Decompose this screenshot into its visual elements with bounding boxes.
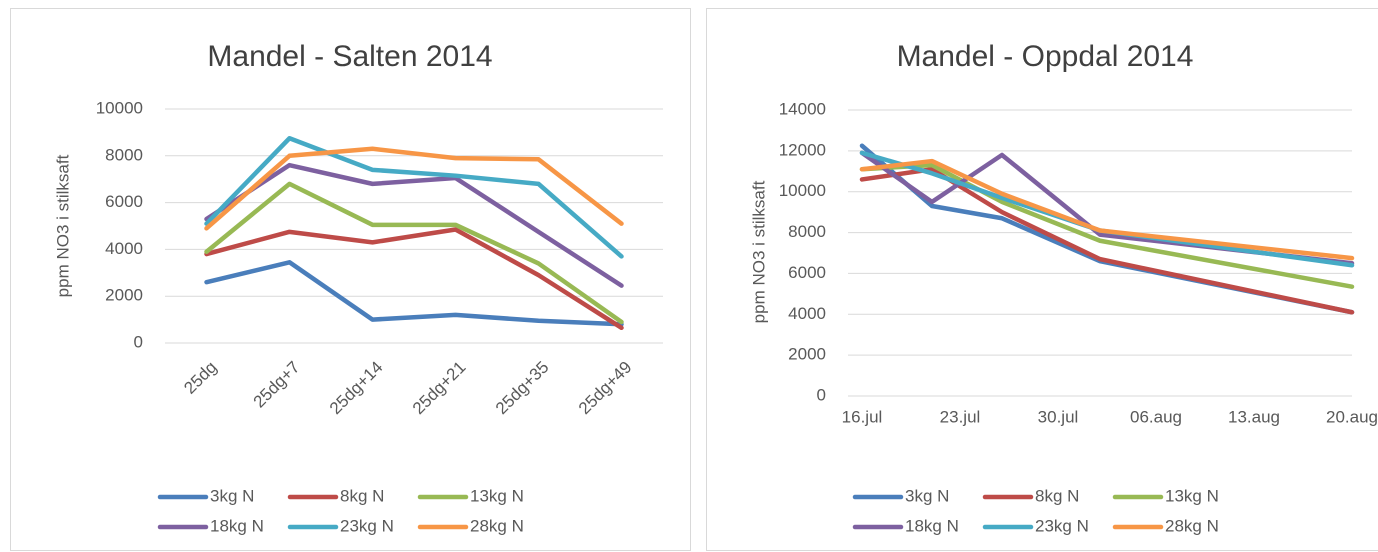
series-line [204,227,624,331]
x-tick-label: 30.jul [1038,407,1079,426]
legend-label: 3kg N [905,486,949,505]
y-tick-label: 4000 [788,304,826,323]
x-tick-label: 23.jul [940,407,981,426]
series-line [859,158,1355,261]
series-line [204,260,624,327]
y-tick-label: 4000 [105,239,143,258]
legend-label: 18kg N [905,516,959,535]
chart-frame [706,8,1378,551]
y-tick-label: 8000 [105,145,143,164]
y-axis-label: ppm NO3 i stilksaft [749,180,768,323]
legend-label: 8kg N [1035,486,1079,505]
legend-label: 13kg N [470,486,524,505]
series-line [204,162,624,288]
y-tick-label: 6000 [788,263,826,282]
x-tick-label: 13.aug [1228,407,1280,426]
legend-label: 28kg N [470,516,524,535]
y-tick-label: 8000 [788,222,826,241]
chart-title: Mandel - Oppdal 2014 [897,40,1194,73]
series-line [204,136,624,259]
legend-label: 13kg N [1165,486,1219,505]
y-axis-label: ppm NO3 i stilksaft [53,154,72,297]
x-tick-label: 20.aug [1326,407,1378,426]
series-line [204,181,624,325]
y-tick-label: 0 [134,332,143,351]
series-line [859,166,1355,315]
y-tick-label: 0 [817,385,826,404]
chart-title: Mandel - Salten 2014 [207,40,492,73]
legend-label: 28kg N [1165,516,1219,535]
y-tick-label: 6000 [105,192,143,211]
legend-label: 23kg N [1035,516,1089,535]
y-tick-label: 10000 [779,181,826,200]
chart-frame [10,8,691,551]
legend-label: 23kg N [340,516,394,535]
y-tick-label: 12000 [779,140,826,159]
y-tick-label: 2000 [788,345,826,364]
legend-label: 3kg N [210,486,254,505]
series-line [859,150,1355,268]
y-tick-label: 10000 [96,98,143,117]
y-tick-label: 14000 [779,99,826,118]
legend-label: 18kg N [210,516,264,535]
x-tick-label: 16.jul [842,407,883,426]
x-tick-label: 06.aug [1130,407,1182,426]
legend-label: 8kg N [340,486,384,505]
y-tick-label: 2000 [105,286,143,305]
series-line [204,146,624,231]
